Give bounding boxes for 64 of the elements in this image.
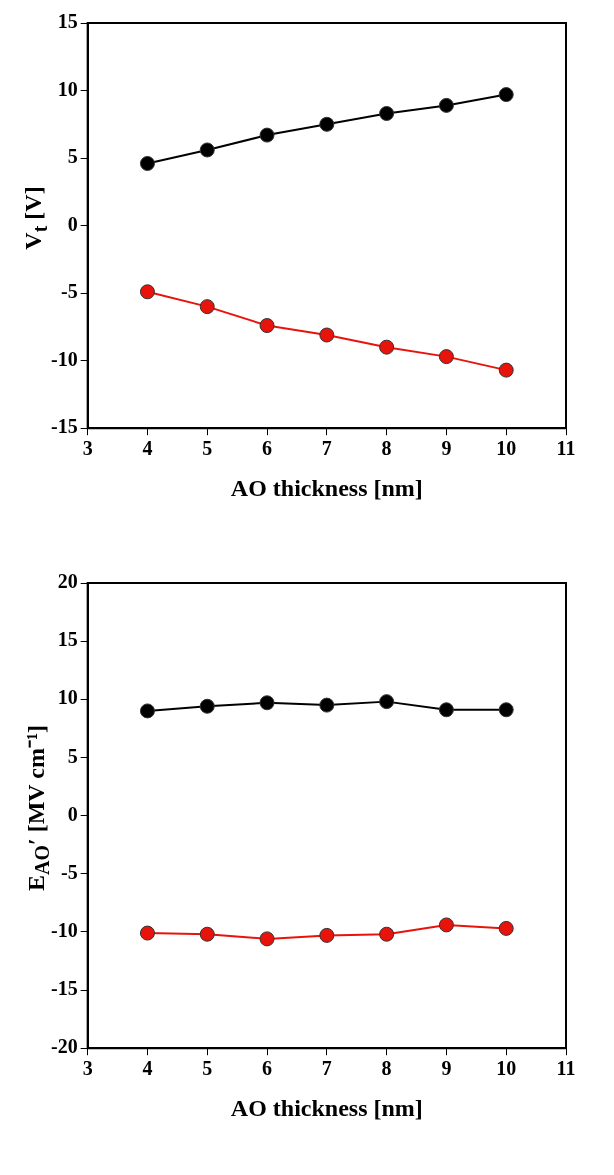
x-tick-label: 4 bbox=[142, 437, 153, 460]
y-tick-label: -15 bbox=[50, 415, 78, 438]
x-tick-label: 8 bbox=[381, 437, 392, 460]
y-tick-label: -5 bbox=[60, 280, 78, 303]
y-tick-label: 0 bbox=[67, 212, 78, 235]
x-tick-label: 5 bbox=[202, 1057, 213, 1080]
point bbox=[319, 927, 335, 943]
point bbox=[498, 362, 514, 378]
point bbox=[259, 695, 275, 711]
point bbox=[259, 127, 275, 143]
point bbox=[438, 97, 454, 113]
point bbox=[438, 917, 454, 933]
point bbox=[199, 299, 215, 315]
point bbox=[498, 920, 514, 936]
y-tick-label: 10 bbox=[57, 77, 78, 100]
x-tick-label: 6 bbox=[262, 1057, 273, 1080]
point bbox=[379, 926, 395, 942]
x-tick-label: 7 bbox=[321, 1057, 332, 1080]
point bbox=[319, 327, 335, 343]
y-tick-label: 0 bbox=[67, 802, 78, 825]
y-tick-label: 20 bbox=[57, 570, 78, 593]
x-tick-label: 8 bbox=[381, 1057, 392, 1080]
y-tick-label: 10 bbox=[57, 686, 78, 709]
y-tick-label: -10 bbox=[50, 919, 78, 942]
x-tick-label: 9 bbox=[441, 1057, 452, 1080]
x-tick-label: 4 bbox=[142, 1057, 153, 1080]
x-tick-label: 11 bbox=[556, 1057, 576, 1080]
point bbox=[498, 702, 514, 718]
point bbox=[139, 284, 155, 300]
point bbox=[139, 925, 155, 941]
y-tick-label: 5 bbox=[67, 145, 78, 168]
x-axis-title: AO thickness [nm] bbox=[230, 474, 423, 501]
y-tick-label: 5 bbox=[67, 744, 78, 767]
x-tick-label: 3 bbox=[82, 437, 93, 460]
x-axis-title: AO thickness [nm] bbox=[230, 1094, 423, 1121]
point bbox=[199, 698, 215, 714]
x-tick-label: 10 bbox=[496, 1057, 517, 1080]
point bbox=[379, 694, 395, 710]
x-tick-label: 5 bbox=[202, 437, 213, 460]
point bbox=[379, 106, 395, 121]
point bbox=[199, 926, 215, 942]
point bbox=[319, 697, 335, 713]
y-tick-label: 15 bbox=[57, 628, 78, 651]
point bbox=[319, 116, 335, 132]
point bbox=[379, 339, 395, 355]
point bbox=[438, 349, 454, 365]
point bbox=[438, 702, 454, 718]
x-tick-label: 3 bbox=[82, 1057, 93, 1080]
point bbox=[139, 703, 155, 719]
point bbox=[259, 318, 275, 334]
x-tick-label: 6 bbox=[262, 437, 273, 460]
point bbox=[259, 931, 275, 947]
point bbox=[498, 87, 514, 103]
x-tick-label: 7 bbox=[321, 437, 332, 460]
y-tick-label: 15 bbox=[57, 10, 78, 33]
y-tick-label: -15 bbox=[50, 977, 78, 1000]
y-tick-label: -5 bbox=[60, 860, 78, 883]
x-tick-label: 9 bbox=[441, 437, 452, 460]
y-tick-label: -20 bbox=[50, 1035, 78, 1058]
point bbox=[139, 155, 155, 171]
x-tick-label: 11 bbox=[556, 437, 576, 460]
point bbox=[199, 142, 215, 158]
y-tick-label: -10 bbox=[50, 347, 78, 370]
x-tick-label: 10 bbox=[496, 437, 517, 460]
